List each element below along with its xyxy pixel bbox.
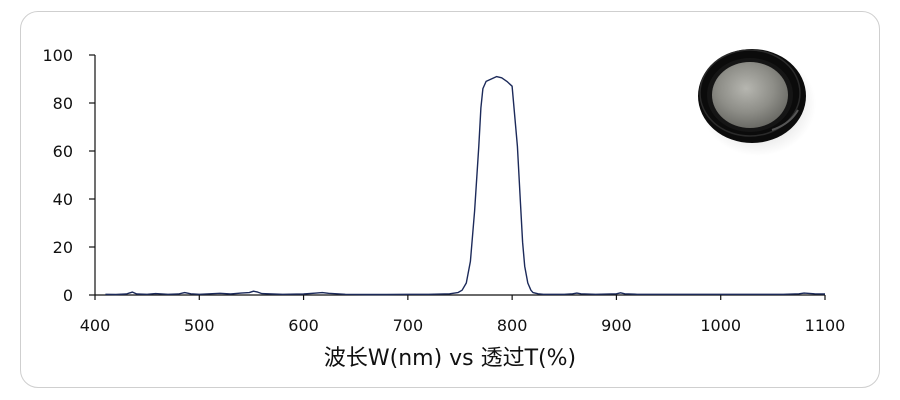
x-tick-label: 500: [184, 316, 215, 335]
series-layer: [105, 75, 826, 296]
x-tick-label: 1100: [805, 316, 846, 335]
y-tick-label: 100: [42, 46, 73, 65]
x-tick-label: 600: [288, 316, 319, 335]
x-tick-label: 800: [497, 316, 528, 335]
x-axis-label: 波长W(nm) vs 透过T(%): [323, 346, 577, 371]
x-tick-label: 400: [80, 316, 111, 335]
y-tick-label: 40: [53, 190, 73, 209]
y-tick-label: 60: [53, 142, 73, 161]
series-line-transmission: [105, 75, 826, 296]
x-tick-label: 700: [393, 316, 424, 335]
y-tick-label: 80: [53, 94, 73, 113]
x-tick-label: 1000: [700, 316, 741, 335]
filter-lens-icon: [698, 49, 816, 156]
tick-labels: 0 20 40 60 80 100 400 500 600 700 800 900 1000 1100: [42, 46, 845, 335]
y-tick-label: 0: [63, 286, 73, 305]
x-tick-label: 900: [601, 316, 632, 335]
y-tick-label: 20: [53, 238, 73, 257]
